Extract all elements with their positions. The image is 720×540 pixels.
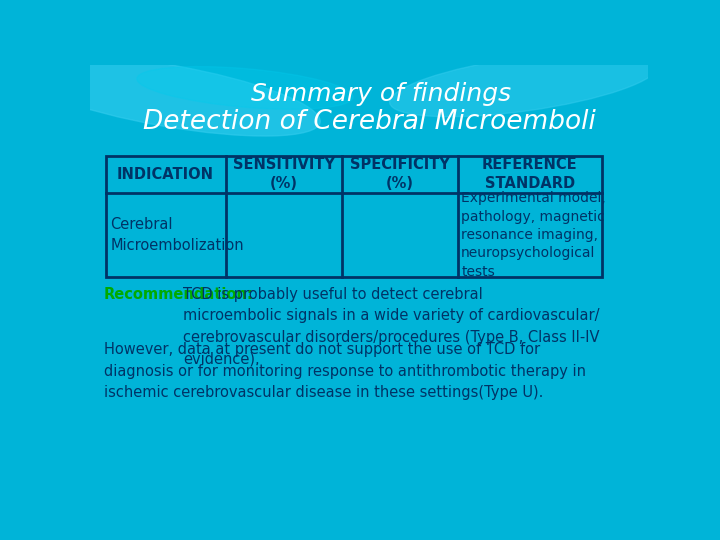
Text: TCD is probably useful to detect cerebral
microembolic signals in a wide variety: TCD is probably useful to detect cerebra…	[183, 287, 600, 366]
Bar	[106, 156, 601, 278]
Text: Summary of findings: Summary of findings	[251, 82, 510, 106]
Text: Recommendation:: Recommendation:	[104, 287, 253, 301]
Text: Detection of Cerebral Microemboli: Detection of Cerebral Microemboli	[143, 110, 595, 136]
Text: Cerebral
Microembolization: Cerebral Microembolization	[110, 217, 244, 253]
Text: SENSITIVITY
(%): SENSITIVITY (%)	[233, 157, 335, 191]
Text: However, data at present do not support the use of TCD for
diagnosis or for moni: However, data at present do not support …	[104, 342, 586, 400]
Ellipse shape	[14, 55, 320, 136]
Text: REFERENCE
STANDARD: REFERENCE STANDARD	[482, 157, 577, 191]
Text: Experimental model,
pathology, magnetic
resonance imaging,
neuropsychological
te: Experimental model, pathology, magnetic …	[462, 191, 606, 279]
Ellipse shape	[137, 66, 353, 109]
Text: INDICATION: INDICATION	[117, 167, 214, 181]
Text: SPECIFICITY
(%): SPECIFICITY (%)	[350, 157, 450, 191]
Ellipse shape	[390, 51, 658, 117]
